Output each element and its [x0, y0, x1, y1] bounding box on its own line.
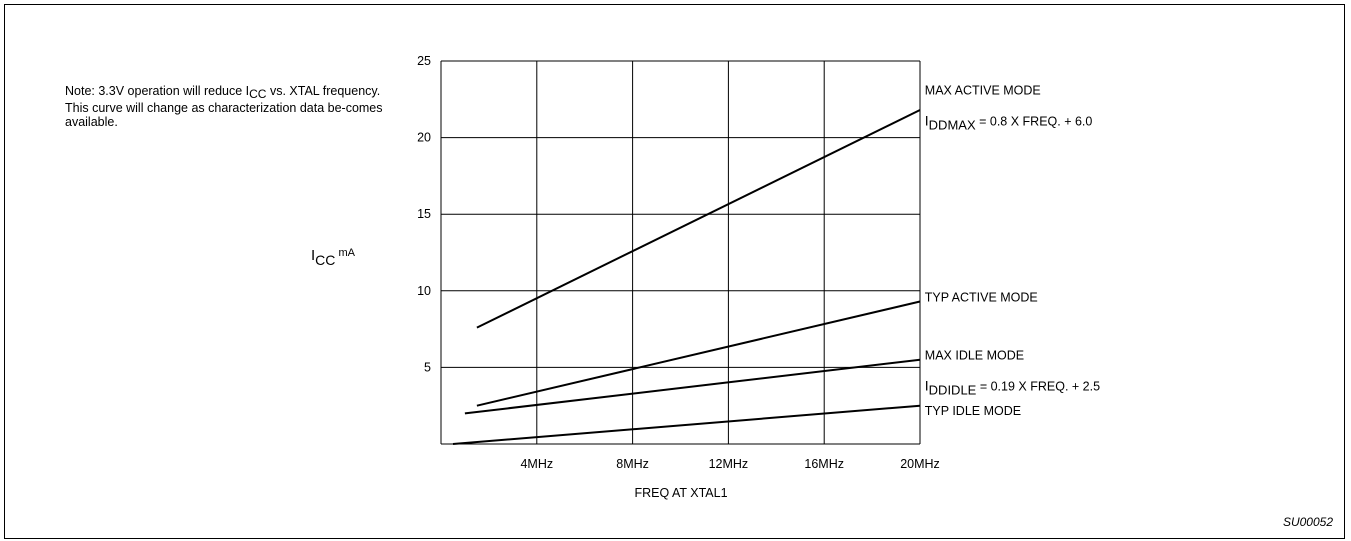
series-line-max-active	[476, 109, 921, 329]
y-tick-label-1: 10	[417, 284, 431, 298]
annotation-max-active-label: MAX ACTIVE MODE	[925, 84, 1041, 98]
annotation-max-idle-formula: IDDIDLE = 0.19 X FREQ. + 2.5	[925, 377, 1100, 397]
note-suffix: vs. XTAL frequency. This curve will chan…	[65, 84, 383, 129]
x-tick-label-0: 4MHz	[520, 457, 553, 471]
x-tick-label-4: 20MHz	[900, 457, 940, 471]
y-axis-label-unit: mA	[335, 247, 355, 259]
y-tick-label-0: 5	[424, 360, 431, 374]
x-axis-label: FREQ AT XTAL1	[634, 486, 727, 500]
annotation-typ-idle-label: TYP IDLE MODE	[925, 404, 1021, 418]
figure-note: Note: 3.3V operation will reduce ICC vs.…	[65, 84, 395, 129]
figure-frame	[4, 4, 1345, 539]
y-axis-label-sub: CC	[315, 252, 335, 268]
chart-grid	[441, 60, 921, 444]
annotation-max-idle-label: MAX IDLE MODE	[925, 349, 1024, 363]
note-subscript: CC	[249, 87, 267, 101]
annotation-max-active-formula: IDDMAX = 0.8 X FREQ. + 6.0	[925, 112, 1093, 132]
figure-id: SU00052	[1282, 515, 1333, 529]
y-axis-label: ICC mA	[311, 247, 356, 268]
chart-tick-labels: 4MHz 8MHz 12MHz 16MHz 20MHz 5 10 15 20 25	[417, 54, 940, 471]
y-tick-label-3: 20	[417, 131, 431, 145]
y-tick-label-4: 25	[417, 54, 431, 68]
series-line-typ-idle	[452, 404, 921, 445]
series-line-typ-active	[476, 300, 921, 407]
note-prefix: Note: 3.3V operation will reduce I	[65, 84, 250, 98]
chart-axes	[440, 61, 920, 445]
y-tick-label-2: 15	[417, 207, 431, 221]
x-tick-label-3: 16MHz	[804, 457, 844, 471]
x-tick-label-1: 8MHz	[616, 457, 649, 471]
series-line-max-idle	[464, 358, 921, 415]
chart-series	[452, 109, 921, 445]
y-axis-label-main: I	[311, 247, 315, 264]
annotation-typ-active-label: TYP ACTIVE MODE	[925, 291, 1038, 305]
chart-annotations: MAX ACTIVE MODE IDDMAX = 0.8 X FREQ. + 6.…	[925, 84, 1100, 418]
x-tick-label-2: 12MHz	[709, 457, 749, 471]
